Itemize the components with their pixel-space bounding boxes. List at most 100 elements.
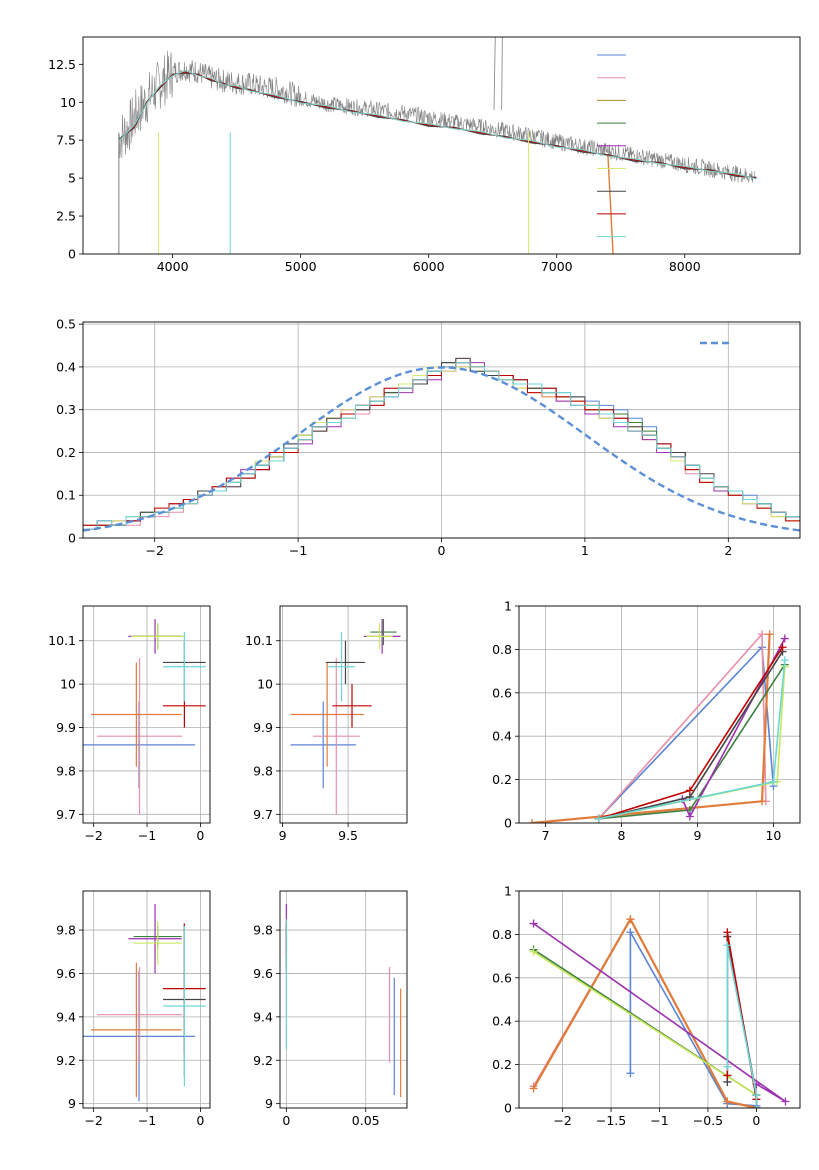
- x-tick-label: 9: [693, 828, 701, 843]
- plot-area: [529, 915, 790, 1108]
- x-tick-label: −1: [289, 543, 307, 558]
- normal-curve: [83, 366, 800, 532]
- y-tick-label: 9.2: [253, 1053, 273, 1068]
- model-spectrum: [118, 71, 757, 179]
- weight-marker: [527, 819, 536, 823]
- axes-frame: [279, 890, 408, 1109]
- y-tick-label: 10.1: [48, 633, 76, 648]
- x-tick-label: −1: [138, 828, 156, 843]
- x-tick-label: 8000: [669, 259, 701, 274]
- x-tick-label: 9.5: [338, 828, 358, 843]
- weight-marker: [723, 1097, 732, 1106]
- weight-line: [532, 916, 757, 1108]
- y-tick-label: 0: [504, 816, 512, 831]
- weight-marker: [769, 777, 778, 786]
- weight-marker: [752, 1104, 761, 1108]
- y-tick-label: 0.3: [56, 402, 76, 417]
- y-tick-label: 12.5: [48, 57, 76, 72]
- axes-frame: [82, 890, 211, 1109]
- y-tick-label: 7.5: [56, 133, 76, 148]
- y-tick-label: 9.8: [56, 923, 76, 938]
- model-spectrum: [118, 72, 757, 178]
- y-tick-label: 0.6: [492, 970, 512, 985]
- y-tick-label: 0.6: [492, 685, 512, 700]
- y-tick-label: 10: [60, 677, 76, 692]
- x-tick-label: 6000: [413, 259, 445, 274]
- chart-4: 7 8 9 10 0 0.2 0.4 0.6 0.8 1: [492, 599, 801, 843]
- plot-area: [285, 904, 402, 1098]
- chart-1: −2 −1 0 1 2 0 0.1 0.2 0.3 0.4 0.5: [56, 317, 801, 558]
- emission-line: [493, 37, 503, 110]
- chart-0: 4000 5000 6000 7000 8000 0 2.5 5 7.5 10 12.5: [48, 36, 801, 274]
- y-tick-label: 0: [68, 531, 76, 546]
- axes-frame: [82, 36, 801, 255]
- y-tick-label: 9.8: [253, 923, 273, 938]
- x-tick-label: 8: [618, 828, 626, 843]
- weight-marker: [723, 1062, 732, 1071]
- y-tick-label: 9.4: [253, 1009, 273, 1024]
- weight-marker: [752, 1090, 761, 1099]
- x-tick-label: 0: [196, 1113, 204, 1128]
- weight-marker: [780, 656, 789, 665]
- x-tick-label: −1: [138, 1113, 156, 1128]
- weight-marker: [758, 630, 767, 639]
- axes-frame: [82, 605, 211, 824]
- x-tick-label: −0.5: [693, 1113, 723, 1128]
- weight-marker: [626, 928, 635, 937]
- y-tick-label: 0: [68, 247, 76, 262]
- x-tick-label: 0.05: [352, 1113, 380, 1128]
- y-tick-label: 1: [504, 599, 512, 614]
- y-tick-label: 0.4: [56, 359, 76, 374]
- weight-marker: [780, 634, 789, 643]
- x-tick-label: 0: [282, 1113, 290, 1128]
- axes-frame: [82, 321, 801, 539]
- x-tick-label: 0: [196, 828, 204, 843]
- weight-marker: [778, 643, 787, 652]
- x-tick-label: 5000: [285, 259, 317, 274]
- weight-marker: [529, 947, 538, 956]
- y-tick-label: 9.9: [56, 720, 76, 735]
- y-tick-label: 0.2: [56, 445, 76, 460]
- x-tick-label: −1: [650, 1113, 668, 1128]
- weight-marker: [685, 812, 694, 821]
- x-tick-label: −2: [145, 543, 163, 558]
- y-tick-label: 9: [265, 1096, 273, 1111]
- x-tick-label: −1.5: [596, 1113, 626, 1128]
- weight-marker: [765, 630, 774, 639]
- y-tick-label: 9.6: [56, 966, 76, 981]
- chart-6: 0 0.05 9 9.2 9.4 9.6 9.8: [253, 890, 408, 1128]
- weight-line: [598, 646, 784, 820]
- y-tick-label: 0.4: [492, 1014, 512, 1029]
- y-tick-label: 0.2: [492, 1057, 512, 1072]
- y-tick-label: 0.8: [492, 927, 512, 942]
- y-tick-label: 9: [68, 1096, 76, 1111]
- x-tick-label: 10: [765, 828, 781, 843]
- x-tick-label: 7000: [541, 259, 573, 274]
- y-tick-label: 0.5: [56, 317, 76, 332]
- y-tick-label: 0.2: [492, 772, 512, 787]
- y-tick-label: 5: [68, 171, 76, 186]
- chart-2: −2 −1 0 9.7 9.8 9.9 10 10.1: [48, 605, 211, 843]
- y-tick-label: 0: [504, 1101, 512, 1116]
- y-tick-label: 9.8: [56, 763, 76, 778]
- weight-marker: [723, 1071, 732, 1080]
- weight-marker: [685, 786, 694, 795]
- weight-line: [598, 651, 784, 820]
- plot-area: [83, 619, 206, 815]
- weight-line: [598, 645, 775, 820]
- weight-marker: [529, 919, 538, 928]
- x-tick-label: 1: [581, 543, 589, 558]
- weight-marker: [529, 1084, 538, 1093]
- axes-frame: [279, 605, 408, 824]
- y-tick-label: 9.7: [56, 807, 76, 822]
- weight-marker: [626, 1069, 635, 1078]
- x-tick-label: −2: [553, 1113, 571, 1128]
- y-tick-label: 9.9: [253, 720, 273, 735]
- y-tick-label: 9.2: [56, 1053, 76, 1068]
- y-tick-label: 9.7: [253, 807, 273, 822]
- weight-marker: [723, 928, 732, 937]
- y-tick-label: 1: [504, 884, 512, 899]
- plot-area: [83, 904, 206, 1102]
- y-tick-label: 10.1: [245, 633, 273, 648]
